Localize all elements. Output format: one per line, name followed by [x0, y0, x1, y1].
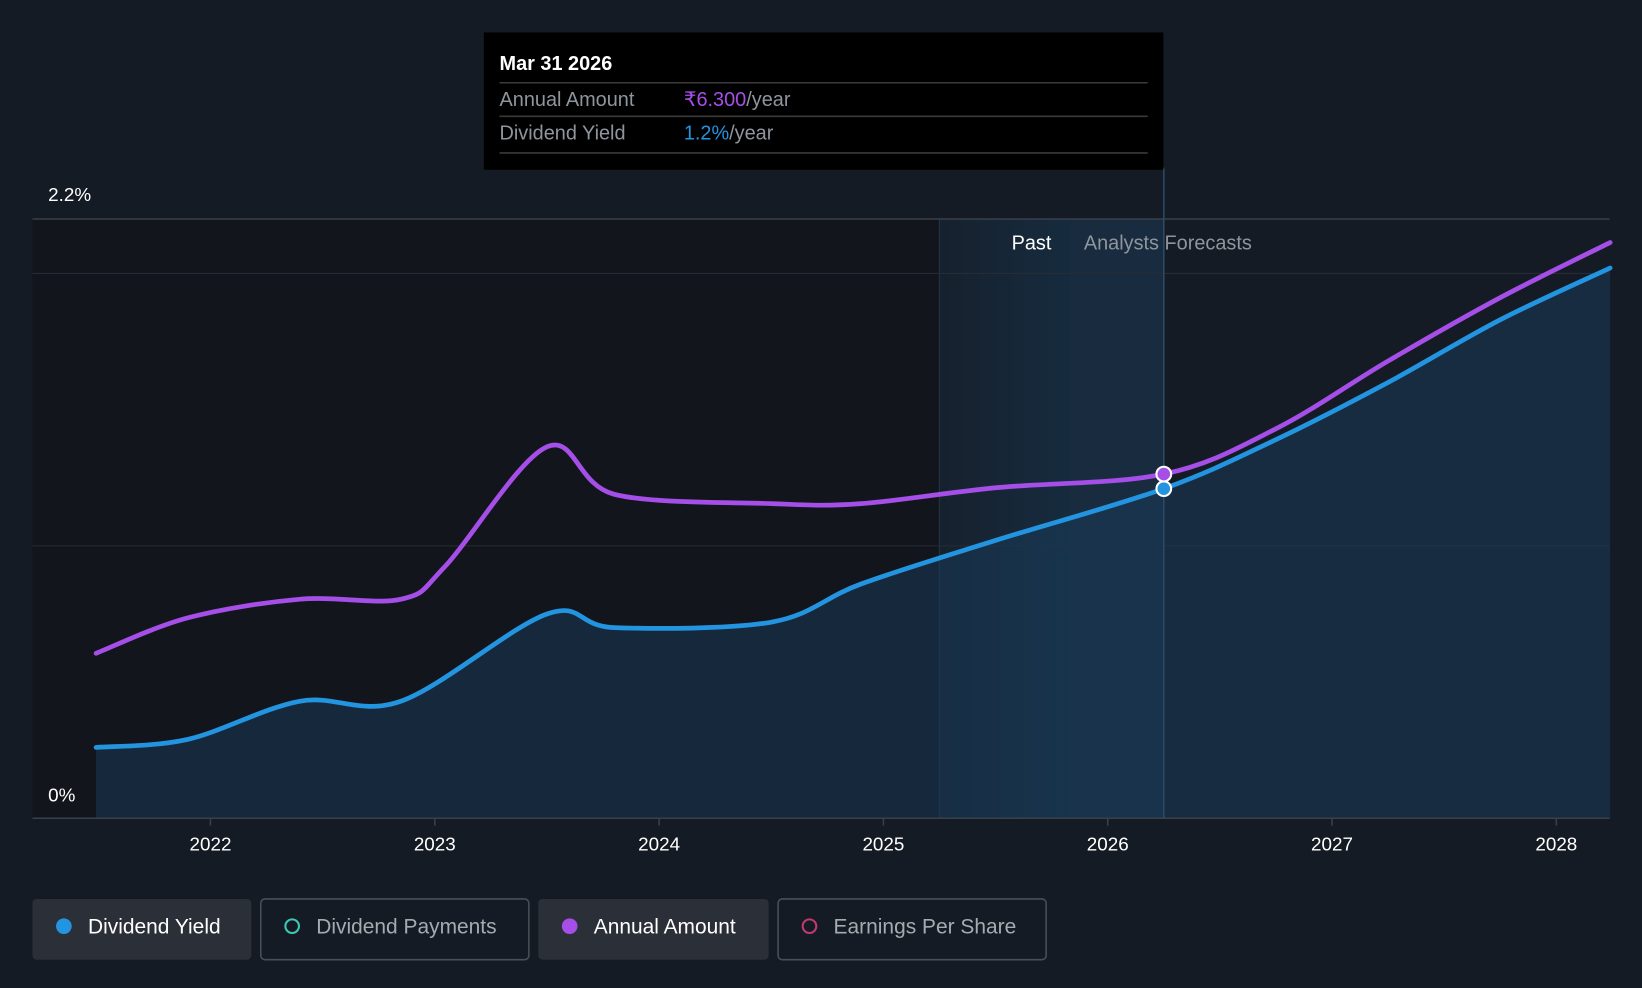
y-tick-zero: 0%: [48, 785, 75, 806]
tooltip-annual-label: Annual Amount: [500, 89, 635, 111]
dividend-yield-marker: [1155, 480, 1173, 498]
tooltip-yield-label: Dividend Yield: [500, 122, 626, 144]
legend-annual-amount[interactable]: Annual Amount: [538, 898, 769, 960]
tooltip-date: Mar 31 2026: [500, 53, 613, 75]
legend-dot-icon: [561, 918, 578, 935]
dividend-yield-area: [96, 268, 1611, 819]
x-tick-label: 2022: [190, 834, 232, 855]
tooltip-yield-unit: /year: [729, 122, 774, 144]
annual-amount-line: [93, 240, 1613, 656]
x-tick-label: 2027: [1311, 834, 1353, 855]
forecast-label: Analysts Forecasts: [1084, 232, 1252, 254]
x-tick-label: 2026: [1087, 834, 1129, 855]
legend-label: Dividend Yield: [88, 916, 221, 939]
annual-amount-marker: [1155, 465, 1173, 483]
svg-text:1.2%/year: 1.2%/year: [684, 122, 774, 144]
x-tick-label: 2023: [414, 834, 456, 855]
legend-label: Dividend Payments: [316, 916, 496, 939]
y-tick-top: 2.2%: [48, 184, 91, 205]
tooltip-annual-value: ₹6.300: [684, 89, 746, 111]
legend-dot-icon: [56, 918, 72, 935]
tooltip-annual-unit: /year: [746, 89, 791, 111]
legend-dot-icon: [801, 918, 818, 935]
legend-dot-icon: [284, 918, 301, 935]
legend-dividend-yield[interactable]: Dividend Yield: [32, 898, 252, 960]
x-tick-label: 2028: [1535, 834, 1577, 855]
legend-earnings-per-share[interactable]: Earnings Per Share: [777, 898, 1047, 961]
svg-text:₹6.300/year: ₹6.300/year: [684, 89, 791, 111]
legend-dividend-payments[interactable]: Dividend Payments: [259, 898, 530, 961]
x-tick-label: 2024: [638, 834, 680, 855]
tooltip: Mar 31 2026 Annual Amount ₹6.300/year Di…: [483, 32, 1164, 170]
legend-label: Earnings Per Share: [834, 916, 1017, 939]
x-tick-label: 2025: [862, 834, 904, 855]
tooltip-yield-value: 1.2%: [684, 122, 729, 144]
legend-label: Annual Amount: [594, 916, 736, 939]
dividend-yield-line: [93, 265, 1613, 750]
past-label: Past: [1012, 232, 1052, 254]
